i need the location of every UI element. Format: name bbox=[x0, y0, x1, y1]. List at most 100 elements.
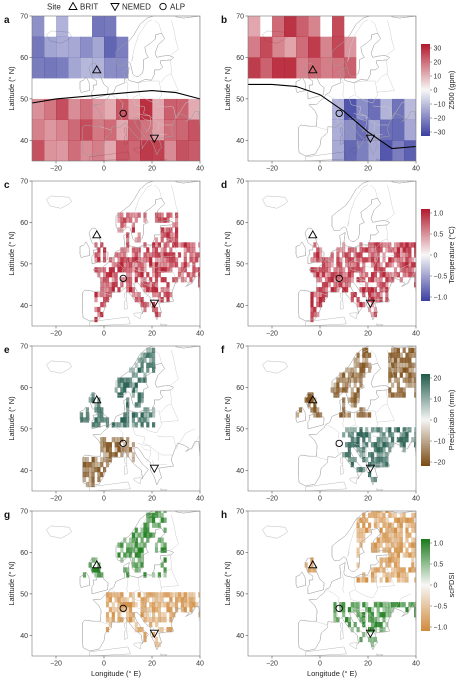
anomaly-cell bbox=[385, 527, 389, 533]
anomaly-cell bbox=[385, 562, 389, 568]
anomaly-cell bbox=[402, 517, 406, 523]
country-border bbox=[99, 456, 112, 461]
anomaly-cell bbox=[154, 617, 159, 623]
anomaly-cell bbox=[160, 212, 164, 218]
anomaly-cell bbox=[402, 367, 406, 373]
anomaly-cell bbox=[157, 217, 161, 223]
anomaly-cell bbox=[163, 511, 167, 513]
anomaly-cell bbox=[134, 212, 138, 218]
anomaly-cell bbox=[392, 119, 405, 141]
anomaly-cell bbox=[379, 447, 383, 453]
site-nemed-marker bbox=[149, 464, 160, 474]
anomaly-cell bbox=[411, 542, 415, 548]
country-border bbox=[154, 514, 162, 529]
anomaly-cell bbox=[370, 457, 375, 463]
anomaly-cell bbox=[137, 237, 141, 243]
country-border bbox=[348, 577, 361, 603]
anomaly-cell bbox=[177, 252, 182, 258]
anomaly-cell bbox=[350, 402, 354, 408]
anomaly-cell bbox=[313, 272, 317, 278]
anomaly-cell bbox=[411, 557, 415, 563]
anomaly-cell bbox=[342, 372, 346, 378]
colorbar-tick-label: 1.0 bbox=[434, 211, 444, 218]
anomaly-cell bbox=[376, 547, 380, 553]
anomaly-cell bbox=[32, 16, 45, 38]
anomaly-cell bbox=[129, 272, 133, 278]
x-tick-label: 40 bbox=[196, 661, 204, 668]
anomaly-cell bbox=[345, 287, 349, 293]
anomaly-cell bbox=[108, 272, 112, 278]
y-tick-label: 70 bbox=[20, 14, 28, 21]
anomaly-cell bbox=[152, 362, 156, 368]
country-border bbox=[141, 611, 150, 616]
coastline bbox=[304, 62, 325, 100]
anomaly-cell bbox=[97, 422, 101, 428]
anomaly-cell bbox=[365, 577, 369, 583]
anomaly-cell bbox=[368, 471, 372, 478]
anomaly-cell bbox=[94, 572, 98, 578]
anomaly-cell bbox=[313, 267, 317, 273]
anomaly-cell bbox=[393, 247, 398, 253]
anomaly-cell bbox=[117, 542, 121, 548]
anomaly-cell bbox=[120, 542, 124, 548]
anomaly-cell bbox=[370, 511, 375, 513]
country-border bbox=[137, 608, 150, 611]
anomaly-cell bbox=[324, 262, 328, 268]
country-border bbox=[118, 609, 123, 619]
anomaly-cell bbox=[92, 36, 105, 58]
anomaly-cell bbox=[339, 602, 343, 608]
anomaly-cell bbox=[169, 257, 173, 263]
anomaly-cell bbox=[347, 267, 351, 273]
anomaly-cell bbox=[160, 267, 164, 273]
anomaly-cell bbox=[336, 382, 340, 388]
anomaly-cell bbox=[163, 292, 167, 298]
anomaly-cell bbox=[189, 257, 193, 263]
panel-frame bbox=[31, 180, 201, 327]
anomaly-cell bbox=[188, 98, 200, 120]
anomaly-cell bbox=[129, 262, 133, 268]
anomaly-cell bbox=[313, 306, 317, 313]
anomaly-cell bbox=[105, 457, 110, 463]
anomaly-cell bbox=[370, 622, 375, 628]
anomaly-cell bbox=[359, 277, 363, 283]
anomaly-cell bbox=[143, 412, 147, 418]
anomaly-cell bbox=[373, 257, 377, 263]
anomaly-cell bbox=[376, 512, 380, 518]
anomaly-cell bbox=[154, 512, 159, 518]
anomaly-cell bbox=[134, 262, 138, 268]
anomaly-cell bbox=[108, 442, 112, 448]
anomaly-cell bbox=[56, 140, 69, 161]
colorbar-tick-label: 10 bbox=[434, 397, 442, 404]
anomaly-cell bbox=[117, 382, 121, 388]
anomaly-cell bbox=[411, 372, 415, 378]
site-alp-marker bbox=[335, 274, 343, 283]
anomaly-cell bbox=[44, 140, 57, 161]
anomaly-cell bbox=[320, 36, 333, 58]
anomaly-cell bbox=[408, 382, 412, 388]
x-tick-label: 0 bbox=[102, 166, 106, 173]
anomaly-cell bbox=[414, 607, 416, 613]
panel-frame bbox=[31, 15, 201, 162]
anomaly-cell bbox=[373, 262, 377, 268]
anomaly-cell bbox=[134, 257, 138, 263]
country-border bbox=[357, 611, 366, 616]
anomaly-cell bbox=[379, 287, 383, 293]
x-tick-label: 0 bbox=[102, 331, 106, 338]
anomaly-cell bbox=[344, 119, 357, 141]
anomaly-cell bbox=[350, 367, 354, 373]
anomaly-cell bbox=[100, 277, 104, 283]
anomaly-cell bbox=[180, 272, 184, 278]
country-border bbox=[170, 20, 179, 56]
anomaly-cell bbox=[120, 417, 124, 423]
anomaly-cell bbox=[396, 247, 400, 253]
anomaly-cell bbox=[152, 412, 156, 418]
anomaly-cell bbox=[126, 572, 130, 578]
anomaly-cell bbox=[362, 577, 366, 583]
country-border bbox=[158, 616, 173, 621]
anomaly-cell bbox=[414, 602, 416, 608]
anomaly-cell bbox=[356, 627, 360, 633]
anomaly-cell bbox=[149, 622, 153, 628]
anomaly-cell bbox=[391, 537, 395, 543]
anomaly-cell bbox=[114, 607, 118, 613]
